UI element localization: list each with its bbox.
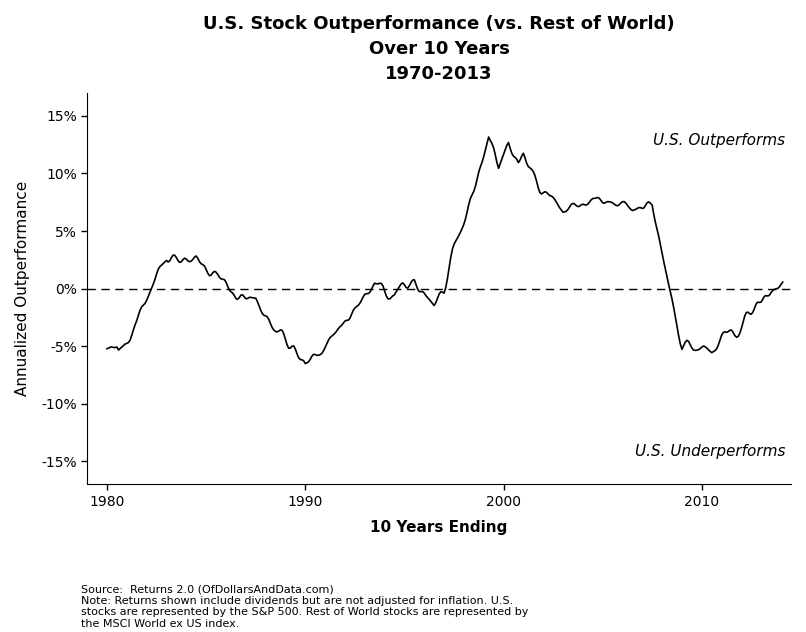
Text: Source:  Returns 2.0 (OfDollarsAndData.com)
Note: Returns shown include dividend: Source: Returns 2.0 (OfDollarsAndData.co… <box>81 584 528 629</box>
Text: U.S. Underperforms: U.S. Underperforms <box>634 444 785 459</box>
Title: U.S. Stock Outperformance (vs. Rest of World)
Over 10 Years
1970-2013: U.S. Stock Outperformance (vs. Rest of W… <box>203 15 675 83</box>
Text: U.S. Outperforms: U.S. Outperforms <box>653 133 785 148</box>
X-axis label: 10 Years Ending: 10 Years Ending <box>371 520 508 535</box>
Y-axis label: Annualized Outperformance: Annualized Outperformance <box>15 181 30 396</box>
